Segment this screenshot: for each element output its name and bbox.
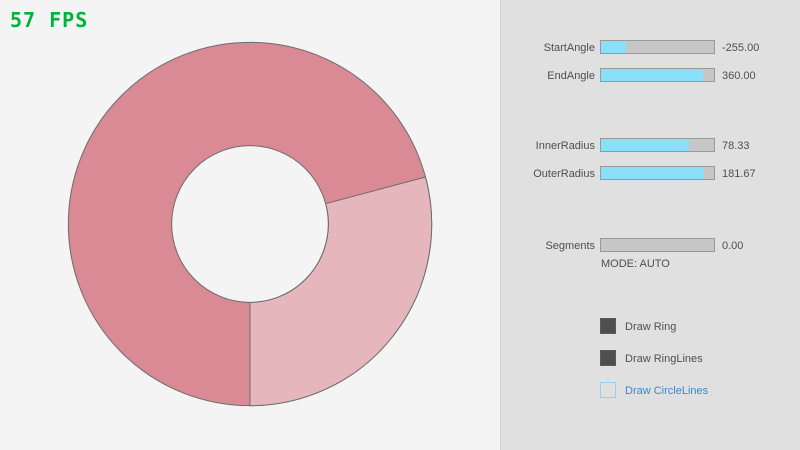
checkbox-row: Draw RingLines	[600, 350, 780, 368]
innerradius-slider[interactable]	[600, 138, 715, 152]
checkbox-label: Draw Ring	[625, 321, 677, 333]
draw-ring-checkbox[interactable]	[600, 318, 616, 334]
slider-label: Segments	[545, 240, 595, 252]
startangle-slider[interactable]	[600, 40, 715, 54]
slider-row-startangle: StartAngle -255.00	[500, 40, 800, 56]
slider-value: 0.00	[722, 240, 744, 252]
slider-row-segments: Segments 0.00	[500, 238, 800, 254]
checkbox-label: Draw CircleLines	[625, 385, 709, 397]
slider-fill	[601, 167, 704, 179]
slider-label: StartAngle	[543, 42, 595, 54]
slider-label: OuterRadius	[533, 168, 595, 180]
checkbox-row: Draw Ring	[600, 318, 780, 336]
outerradius-slider[interactable]	[600, 166, 715, 180]
checkbox-row: Draw CircleLines	[600, 382, 780, 400]
slider-row-endangle: EndAngle 360.00	[500, 68, 800, 84]
mode-label: MODE: AUTO	[601, 258, 670, 270]
slider-row-outerradius: OuterRadius 181.67	[500, 166, 800, 182]
checkbox-label: Draw RingLines	[625, 353, 703, 365]
segments-slider[interactable]	[600, 238, 715, 252]
ring-canvas	[67, 41, 433, 407]
slider-fill	[601, 139, 690, 151]
fps-counter: 57 FPS	[10, 8, 89, 32]
slider-value: 360.00	[722, 70, 756, 82]
ring-hole	[171, 145, 329, 303]
draw-circlelines-checkbox[interactable]	[600, 382, 616, 398]
slider-value: -255.00	[722, 42, 760, 54]
slider-fill	[601, 69, 703, 81]
slider-value: 181.67	[722, 168, 756, 180]
slider-label: InnerRadius	[535, 140, 595, 152]
draw-ringlines-checkbox[interactable]	[600, 350, 616, 366]
slider-value: 78.33	[722, 140, 750, 152]
slider-label: EndAngle	[547, 70, 595, 82]
slider-row-innerradius: InnerRadius 78.33	[500, 138, 800, 154]
endangle-slider[interactable]	[600, 68, 715, 82]
slider-fill	[601, 41, 626, 53]
